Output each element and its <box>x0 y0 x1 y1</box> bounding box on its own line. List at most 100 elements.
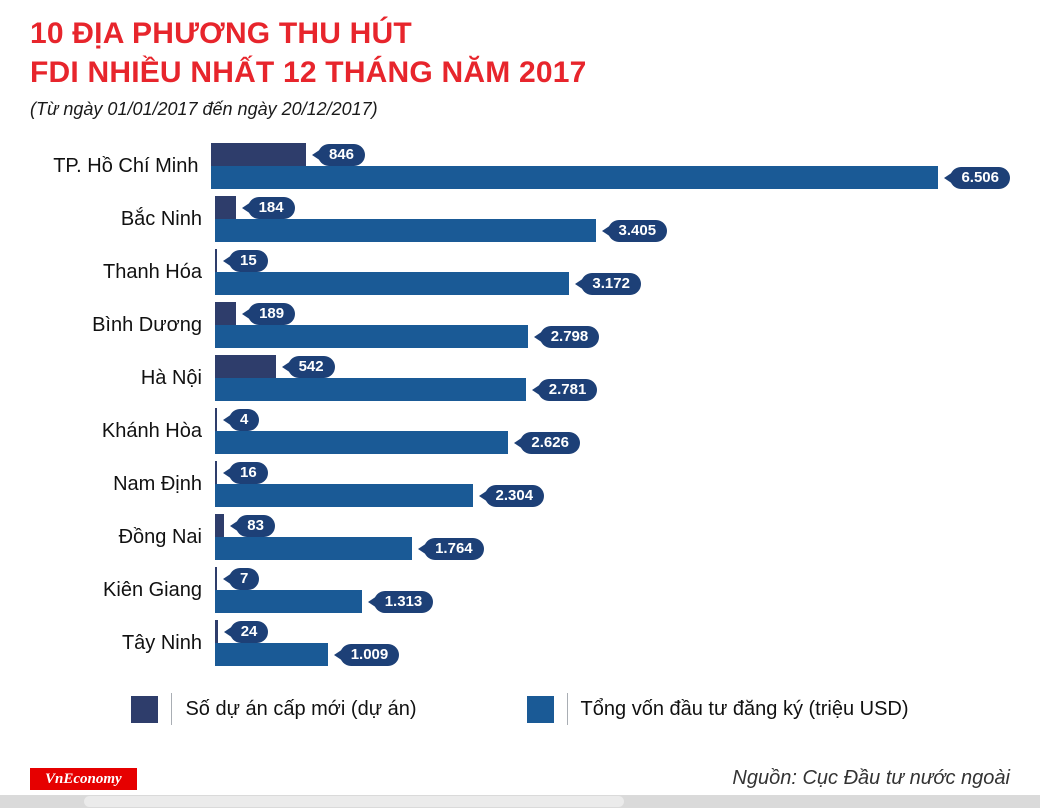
projects-bar <box>215 514 225 537</box>
legend-item-capital: Tổng vốn đầu tư đăng ký (triệu USD) <box>526 693 909 725</box>
projects-bar-line: 189 <box>215 302 1010 325</box>
capital-bar <box>215 378 526 401</box>
projects-value-label: 24 <box>229 620 269 643</box>
date-range-subtitle: (Từ ngày 01/01/2017 đến ngày 20/12/2017) <box>30 99 378 119</box>
vneconomy-logo: VnEconomy <box>30 767 137 790</box>
pill-arrow-icon <box>241 201 251 214</box>
bottom-scrollbar[interactable] <box>0 795 1040 808</box>
projects-bar <box>215 620 218 643</box>
pill-arrow-icon <box>223 572 232 585</box>
projects-bar-line: 846 <box>211 143 1010 166</box>
bar-group: 7 1.313 <box>215 567 1010 613</box>
title-line-2: FDI NHIỀU NHẤT 12 THÁNG NĂM 2017 <box>30 56 587 89</box>
capital-bar <box>211 166 939 189</box>
capital-value-pill: 2.798 <box>533 325 600 348</box>
bar-group: 24 1.009 <box>215 620 1010 666</box>
capital-bar <box>215 325 528 348</box>
capital-bar <box>215 272 570 295</box>
category-label: Nam Định <box>113 472 202 495</box>
header: 10 ĐỊA PHƯƠNG THU HÚT FDI NHIỀU NHẤT 12 … <box>30 14 1010 120</box>
projects-bar <box>215 355 276 378</box>
chart-row: Nam Định 16 2.304 <box>30 461 1010 507</box>
projects-bar <box>215 408 217 431</box>
pill-arrow-icon <box>575 277 585 290</box>
infographic-page: 10 ĐỊA PHƯƠNG THU HÚT FDI NHIỀU NHẤT 12 … <box>30 14 1010 790</box>
projects-swatch-icon <box>131 695 159 723</box>
chart-row: Hà Nội 542 2.781 <box>30 355 1010 401</box>
capital-bar <box>215 431 509 454</box>
chart-row: Bình Dương 189 2.798 <box>30 302 1010 348</box>
pill-arrow-icon <box>944 171 954 184</box>
pill-arrow-icon <box>311 148 321 161</box>
projects-bar-line: 24 <box>215 620 1010 643</box>
capital-bar <box>215 590 362 613</box>
legend: Số dự án cấp mới (dự án) Tổng vốn đầu tư… <box>30 693 1010 725</box>
pill-arrow-icon <box>533 330 543 343</box>
category-label: TP. Hồ Chí Minh <box>53 154 199 177</box>
bar-group: 184 3.405 <box>215 196 1010 242</box>
capital-value-label: 3.405 <box>607 219 668 242</box>
projects-value-pill: 542 <box>281 355 335 378</box>
projects-value-pill: 83 <box>230 514 275 537</box>
capital-value-label: 2.798 <box>539 325 600 348</box>
capital-bar-line: 2.798 <box>215 325 1010 348</box>
category-label: Bắc Ninh <box>120 207 202 230</box>
projects-bar-line: 15 <box>215 249 1010 272</box>
title-line-1: 10 ĐỊA PHƯƠNG THU HÚT <box>30 17 412 50</box>
projects-bar-line: 16 <box>215 461 1010 484</box>
capital-bar-line: 1.764 <box>215 537 1010 560</box>
projects-value-label: 4 <box>229 408 260 431</box>
projects-value-pill: 24 <box>223 620 269 643</box>
scrollbar-thumb[interactable] <box>84 796 624 807</box>
pill-arrow-icon <box>223 466 232 479</box>
capital-bar <box>215 537 413 560</box>
legend-divider <box>171 693 173 725</box>
pill-arrow-icon <box>223 625 233 638</box>
pill-arrow-icon <box>478 489 488 502</box>
projects-value-label: 7 <box>229 567 260 590</box>
category-label: Khánh Hòa <box>101 419 202 442</box>
footer: VnEconomy Nguồn: Cục Đầu tư nước ngoài <box>30 767 1010 790</box>
projects-value-label: 16 <box>229 461 268 484</box>
pill-arrow-icon <box>223 413 232 426</box>
capital-value-pill: 3.172 <box>575 272 641 295</box>
chart-row: TP. Hồ Chí Minh 846 6.506 <box>30 143 1010 189</box>
capital-value-label: 1.764 <box>424 537 484 560</box>
pill-arrow-icon <box>333 648 343 661</box>
chart-row: Đồng Nai 83 1.764 <box>30 514 1010 560</box>
projects-bar-line: 7 <box>215 567 1010 590</box>
pill-arrow-icon <box>601 224 611 237</box>
projects-bar <box>215 249 217 272</box>
projects-value-pill: 189 <box>242 302 296 325</box>
capital-value-pill: 1.764 <box>418 537 484 560</box>
pill-arrow-icon <box>514 436 524 449</box>
capital-bar <box>215 484 473 507</box>
projects-value-pill: 16 <box>223 461 268 484</box>
pill-arrow-icon <box>242 307 252 320</box>
projects-value-pill: 846 <box>311 143 365 166</box>
bar-group: 16 2.304 <box>215 461 1010 507</box>
chart-rows: TP. Hồ Chí Minh 846 6.506 <box>30 143 1010 666</box>
chart-row: Bắc Ninh 184 3.405 <box>30 196 1010 242</box>
capital-bar-line: 2.626 <box>215 431 1010 454</box>
chart-row: Kiên Giang 7 1.313 <box>30 567 1010 613</box>
capital-value-pill: 3.405 <box>601 219 668 242</box>
projects-value-label: 189 <box>248 302 296 325</box>
legend-label-capital: Tổng vốn đầu tư đăng ký (triệu USD) <box>580 697 909 720</box>
capital-value-label: 2.626 <box>520 431 580 454</box>
pill-arrow-icon <box>281 360 291 373</box>
bar-group: 4 2.626 <box>215 408 1010 454</box>
category-label: Hà Nội <box>140 366 202 389</box>
capital-value-pill: 2.626 <box>514 431 580 454</box>
capital-bar-line: 1.313 <box>215 590 1010 613</box>
capital-value-pill: 1.009 <box>333 643 400 666</box>
capital-bar <box>215 219 596 242</box>
bar-group: 542 2.781 <box>215 355 1010 401</box>
capital-value-pill: 2.781 <box>531 378 598 401</box>
pill-arrow-icon <box>223 254 232 267</box>
category-label: Bình Dương <box>92 313 202 336</box>
capital-bar-line: 3.172 <box>215 272 1010 295</box>
capital-bar-line: 6.506 <box>211 166 1010 189</box>
projects-value-pill: 15 <box>223 249 268 272</box>
capital-bar-line: 1.009 <box>215 643 1010 666</box>
